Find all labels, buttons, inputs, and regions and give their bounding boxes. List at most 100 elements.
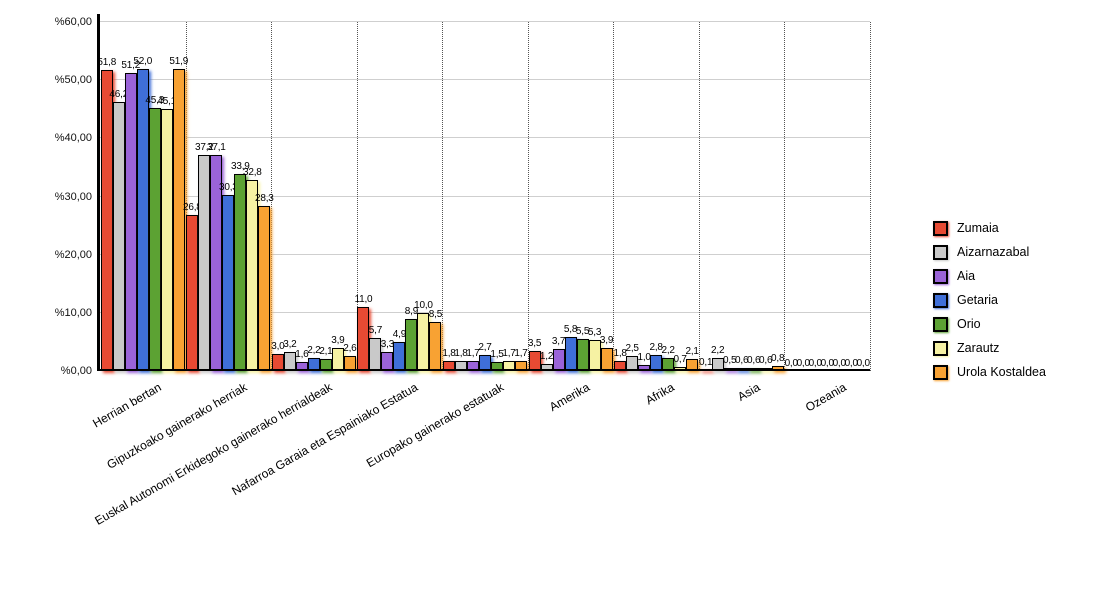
bar-zumaia-gipuzkoako-gainerako bbox=[186, 215, 199, 371]
value-label: 32,8 bbox=[242, 167, 262, 178]
value-label: 37,1 bbox=[206, 142, 226, 153]
value-label: 2,7 bbox=[478, 342, 492, 353]
value-label: 3,9 bbox=[331, 335, 345, 346]
bar-aizarnazabal-gipuzkoako-gainerako bbox=[198, 155, 211, 371]
bar-aizarnazabal-nafarroa-garaia-eta- bbox=[369, 338, 382, 371]
value-label: 0,5 bbox=[723, 355, 737, 366]
gridline-10 bbox=[100, 311, 870, 313]
x-axis-category-label-text: Herrian bertan bbox=[90, 380, 164, 431]
value-label: 5,7 bbox=[368, 325, 383, 336]
category-separator bbox=[271, 22, 273, 371]
bar-zarautz-herrian-bertan bbox=[160, 109, 173, 371]
bar-getaria-amerika bbox=[564, 337, 577, 371]
bar-aia-herrian-bertan bbox=[124, 73, 137, 371]
y-axis-tick-label: %30,00 bbox=[54, 190, 92, 203]
value-label: 0,1 bbox=[699, 357, 713, 368]
legend-swatch-getaria bbox=[933, 293, 948, 308]
value-label: 0,0 bbox=[796, 358, 811, 369]
bar-getaria-herrian-bertan bbox=[136, 69, 149, 371]
bar-zumaia-nafarroa-garaia-eta- bbox=[357, 307, 370, 371]
value-label: 0,0 bbox=[844, 358, 859, 369]
y-axis-tick-label: %20,00 bbox=[54, 248, 92, 261]
legend-label: Zumaia bbox=[957, 221, 999, 235]
value-label: 2,5 bbox=[625, 343, 639, 354]
bar-orio-amerika bbox=[576, 339, 589, 371]
gridline-50 bbox=[100, 79, 870, 81]
category-separator bbox=[613, 22, 615, 371]
value-label: 2,8 bbox=[649, 342, 663, 353]
x-axis-category-label-text: Amerika bbox=[546, 380, 592, 415]
bar-urola-kostaldea-amerika bbox=[600, 348, 613, 371]
value-label: 37,2 bbox=[194, 142, 214, 153]
value-label: 2,2 bbox=[307, 345, 321, 356]
value-label: 0,0 bbox=[784, 358, 799, 369]
bar-getaria-nafarroa-garaia-eta- bbox=[393, 342, 406, 371]
value-label: 1,7 bbox=[514, 348, 528, 359]
x-axis-category-label-text: Nafarroa Garaia eta Espainiako Estatua bbox=[229, 380, 421, 499]
category-separator bbox=[356, 22, 358, 371]
bar-getaria-gipuzkoako-gainerako bbox=[222, 195, 235, 371]
value-label: 1,8 bbox=[613, 348, 627, 359]
bar-zumaia-herrian-bertan bbox=[100, 70, 113, 371]
value-label: 5,8 bbox=[563, 324, 578, 335]
value-label: 28,3 bbox=[254, 193, 274, 204]
legend-swatch-zumaia bbox=[933, 221, 948, 236]
value-label: 1,8 bbox=[442, 348, 456, 359]
value-label: 2,2 bbox=[661, 345, 675, 356]
legend-label: Orio bbox=[957, 317, 981, 331]
plot-area: 51,8 46,2 51,2 52,0 45,3 45,1 51,9 26,8 37,2 37,1… bbox=[97, 21, 871, 371]
x-axis-category-label-text: Ozeania bbox=[802, 380, 849, 415]
x-axis-category-label-text: Gipuzkoako gainerako herriak bbox=[104, 380, 250, 472]
value-label: 0,8 bbox=[771, 353, 785, 364]
legend-label: Getaria bbox=[957, 293, 998, 307]
value-label: 5,5 bbox=[575, 326, 590, 337]
value-label: 51,8 bbox=[97, 57, 117, 68]
value-label: 1,8 bbox=[454, 348, 468, 359]
bar-zarautz-euskal-autonomi-erki bbox=[331, 348, 344, 371]
gridline-20 bbox=[100, 253, 870, 255]
legend-item-zumaia: Zumaia bbox=[933, 221, 1046, 236]
bar-orio-nafarroa-garaia-eta- bbox=[405, 319, 418, 371]
value-label: 0,6 bbox=[747, 355, 761, 366]
value-label: 33,9 bbox=[230, 161, 250, 172]
legend-item-aia: Aia bbox=[933, 269, 1046, 284]
value-label: 0,0 bbox=[808, 358, 823, 369]
legend-swatch-orio bbox=[933, 317, 948, 332]
y-axis-tick-label: %50,00 bbox=[54, 74, 92, 87]
value-label: 45,3 bbox=[145, 95, 165, 106]
value-label: 2,2 bbox=[711, 345, 725, 356]
value-label: 1,2 bbox=[539, 351, 554, 362]
category-separator bbox=[698, 22, 700, 371]
value-label: 0,0 bbox=[856, 358, 871, 369]
value-label: 8,9 bbox=[404, 306, 419, 317]
value-label: 51,9 bbox=[169, 56, 189, 67]
legend-item-getaria: Getaria bbox=[933, 293, 1046, 308]
category-separator bbox=[870, 22, 871, 371]
y-axis-tick-label: %60,00 bbox=[54, 16, 92, 28]
value-label: 3,7 bbox=[551, 336, 566, 347]
gridline-40 bbox=[100, 137, 870, 139]
value-label: 0,0 bbox=[832, 358, 847, 369]
value-label: 3,3 bbox=[380, 339, 395, 350]
value-label: 1,0 bbox=[637, 352, 651, 363]
category-separator bbox=[784, 22, 786, 371]
value-label: 51,2 bbox=[121, 60, 141, 71]
value-label: 1,7 bbox=[502, 348, 516, 359]
legend-label: Aizarnazabal bbox=[957, 245, 1030, 259]
x-axis-category-label-text: Europako gainerako estatuak bbox=[363, 380, 506, 471]
x-axis-line bbox=[97, 369, 870, 371]
value-label: 3,5 bbox=[527, 338, 542, 349]
bar-orio-gipuzkoako-gainerako bbox=[234, 174, 247, 371]
value-label: 1,5 bbox=[490, 349, 504, 360]
bar-aia-amerika bbox=[552, 349, 565, 371]
bar-zumaia-amerika bbox=[528, 351, 541, 371]
bar-zarautz-gipuzkoako-gainerako bbox=[246, 180, 259, 371]
legend-item-orio: Orio bbox=[933, 317, 1046, 332]
legend-swatch-zarautz bbox=[933, 341, 948, 356]
legend-label: Zarautz bbox=[957, 341, 1000, 355]
gridline-30 bbox=[100, 195, 870, 197]
x-axis-category-label-text: Afrika bbox=[643, 380, 678, 408]
legend-item-zarautz: Zarautz bbox=[933, 341, 1046, 356]
value-label: 10,0 bbox=[414, 300, 433, 311]
